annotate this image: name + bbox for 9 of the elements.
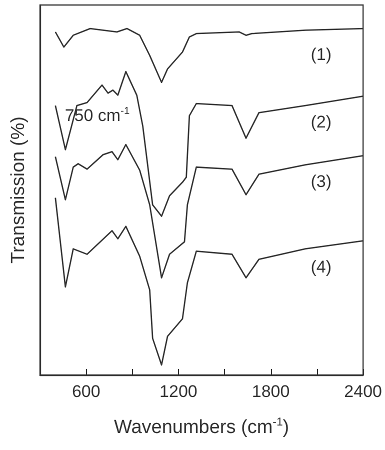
x-tick-label: 2400 [344,382,382,401]
series-label: (2) [310,112,332,132]
y-axis-title: Transmission (%) [8,116,29,264]
series-label: (1) [310,45,332,64]
series-label: (3) [310,172,332,192]
x-tick-label: 600 [72,382,100,401]
x-tick-label: 1800 [252,382,290,401]
series-label: (4) [310,257,332,276]
x-tick-label: 1200 [160,382,198,401]
